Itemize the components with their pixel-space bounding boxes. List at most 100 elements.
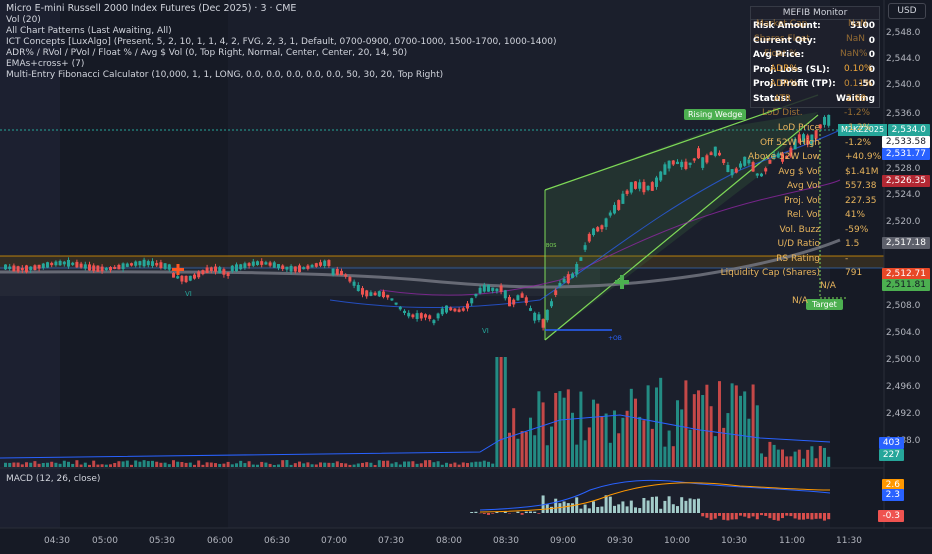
volume-bar [235, 463, 238, 467]
volume-bar [756, 405, 759, 467]
stat-label: Rel. Vol [787, 210, 820, 220]
candle [584, 245, 587, 250]
ghost-stat: 0.10% [844, 64, 873, 74]
candle [105, 268, 108, 270]
volume-bar [59, 464, 62, 467]
candle [827, 115, 830, 126]
volume-bar [269, 464, 272, 467]
volume-bar [164, 463, 167, 467]
macd-bar [680, 497, 683, 513]
volume-bar [420, 463, 423, 467]
currency-button[interactable]: USD [888, 3, 926, 19]
rising-wedge-label[interactable]: Rising Wedge [684, 109, 746, 120]
candle [441, 309, 444, 315]
candle [437, 314, 440, 319]
indicator-ict[interactable]: ICT Concepts [LuxAlgo] (Present, 5, 2, 1… [6, 37, 556, 48]
volume-bar [8, 463, 11, 467]
candle [382, 292, 385, 298]
candle [71, 263, 74, 265]
indicator-adr[interactable]: ADR% / RVol / PVol / Float % / Avg $ Vol… [6, 48, 407, 59]
volume-bar [550, 427, 553, 467]
macd-bar [722, 513, 725, 520]
candle [168, 264, 171, 269]
candle [386, 295, 389, 298]
candle [731, 169, 734, 175]
candle [743, 157, 746, 166]
candle [109, 267, 112, 270]
volume-bar [46, 463, 49, 467]
macd-bar [659, 509, 662, 513]
candle [395, 303, 398, 305]
volume-bar [432, 462, 435, 467]
volume-bar [542, 402, 545, 467]
volume-bar [277, 465, 280, 467]
volume-bar [21, 464, 24, 467]
volume-bar [109, 464, 112, 467]
macd-bar [550, 507, 553, 513]
volume-bar [789, 456, 792, 467]
macd-bar [756, 513, 759, 519]
candle [353, 282, 356, 286]
volume-bar [101, 464, 104, 467]
candle [684, 162, 687, 169]
volume-bar [462, 462, 465, 467]
time-label: 11:00 [779, 536, 805, 546]
candle [285, 267, 288, 270]
macd-legend[interactable]: MACD (12, 26, close) [6, 474, 100, 485]
volume-bar [189, 463, 192, 467]
target-label[interactable]: Target [806, 299, 843, 310]
volume-bar [781, 450, 784, 467]
indicator-patterns[interactable]: All Chart Patterns (Last Awaiting, All) [6, 26, 172, 37]
price-label: 2,536.0 [880, 109, 932, 119]
indicator-vol[interactable]: Vol (20) [6, 15, 41, 26]
volume-bar [130, 465, 133, 467]
volume-bar [693, 394, 696, 467]
volume-bar [521, 431, 524, 467]
volume-bar [428, 460, 431, 467]
volume-bar [138, 462, 141, 467]
stat-label: Proj. Vol [784, 196, 820, 206]
stat-value: 227.35 [845, 196, 877, 206]
volume-bar [449, 464, 452, 467]
candle [33, 265, 36, 270]
volume-bar [752, 384, 755, 467]
candle [235, 264, 238, 271]
volume-bar [336, 461, 339, 467]
macd-bar [525, 512, 528, 513]
macd-bar [781, 513, 784, 518]
volume-bar [827, 457, 830, 467]
time-label: 05:00 [92, 536, 118, 546]
candle [63, 262, 66, 265]
candle [348, 277, 351, 281]
candle [663, 164, 666, 174]
candle [222, 269, 225, 275]
macd-bar [592, 501, 595, 513]
candle [252, 262, 255, 266]
volume-bar [151, 461, 154, 467]
volume-bar [168, 464, 171, 467]
macd-bar [668, 496, 671, 513]
macd-bar [731, 513, 734, 520]
volume-bar [495, 357, 498, 467]
candle [319, 262, 322, 266]
volume-bar [609, 443, 612, 467]
volume-bar [773, 445, 776, 467]
macd-bar [651, 497, 654, 513]
volume-bar [785, 456, 788, 467]
indicator-emas[interactable]: EMAs+cross+ (7) [6, 59, 84, 70]
volume-bar [357, 463, 360, 467]
candle [701, 157, 704, 168]
candle [571, 274, 574, 278]
candle [327, 260, 330, 266]
volume-bar [365, 462, 368, 467]
indicator-fib[interactable]: Multi-Entry Fibonacci Calculator (10,000… [6, 70, 443, 81]
candle [504, 290, 507, 298]
candle [550, 301, 553, 306]
volume-bar [626, 411, 629, 467]
candle [516, 295, 519, 300]
candle [403, 311, 406, 313]
volume-bar [84, 463, 87, 467]
candle [651, 182, 654, 191]
volume-bar [105, 465, 108, 467]
